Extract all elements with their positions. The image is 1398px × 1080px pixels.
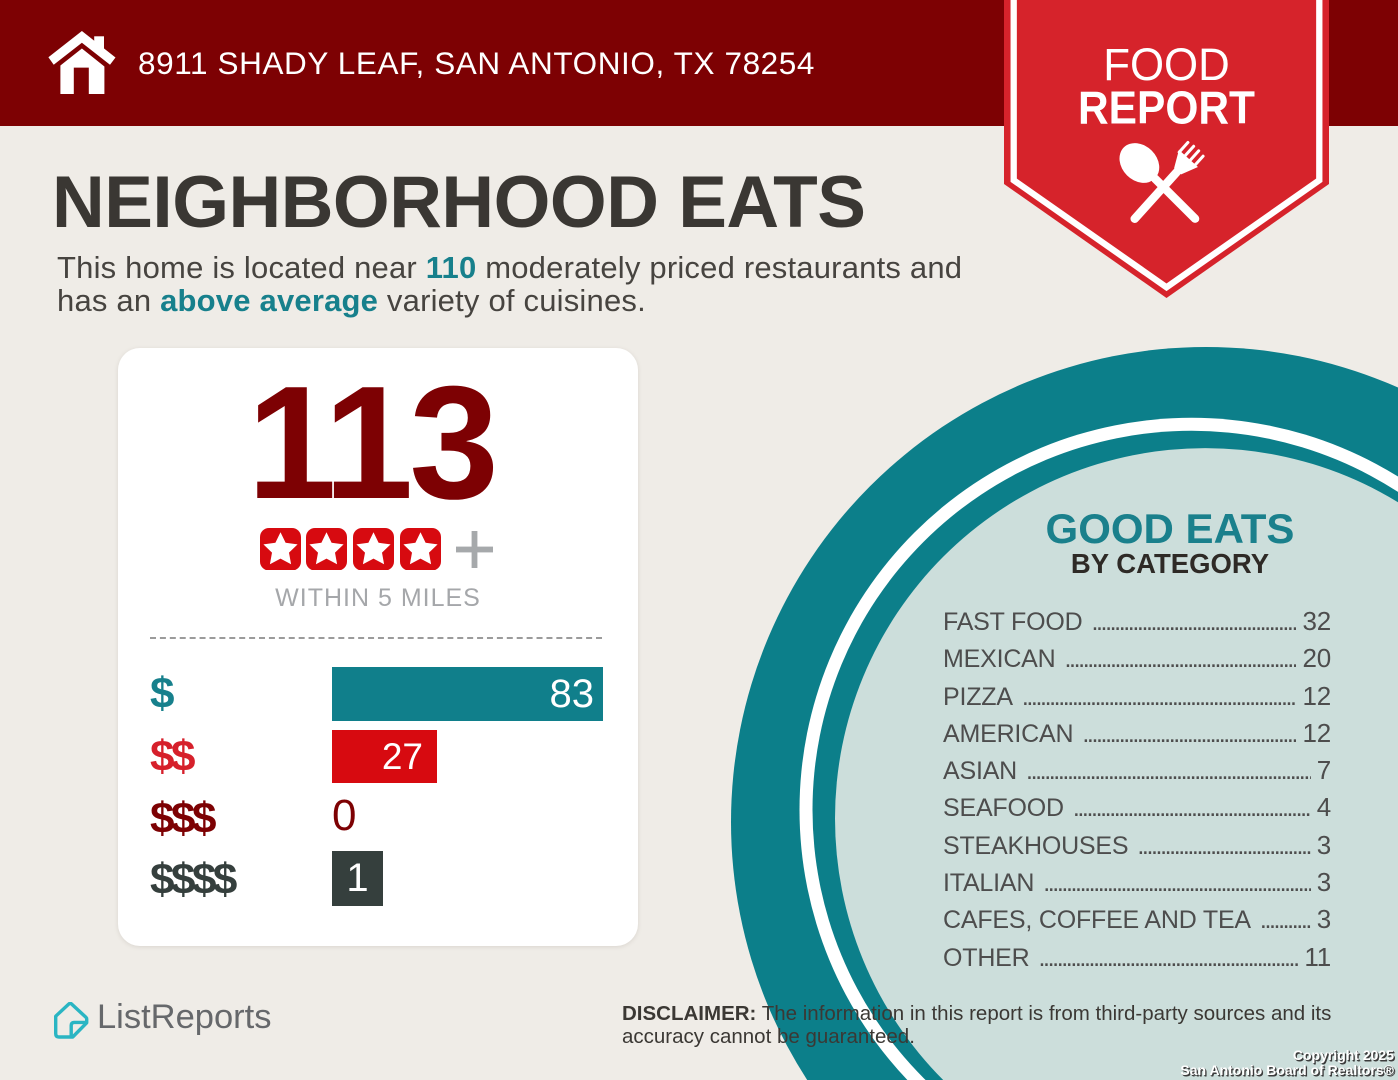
svg-text:FOOD: FOOD bbox=[1103, 39, 1230, 90]
svg-text:REPORT: REPORT bbox=[1078, 82, 1255, 134]
